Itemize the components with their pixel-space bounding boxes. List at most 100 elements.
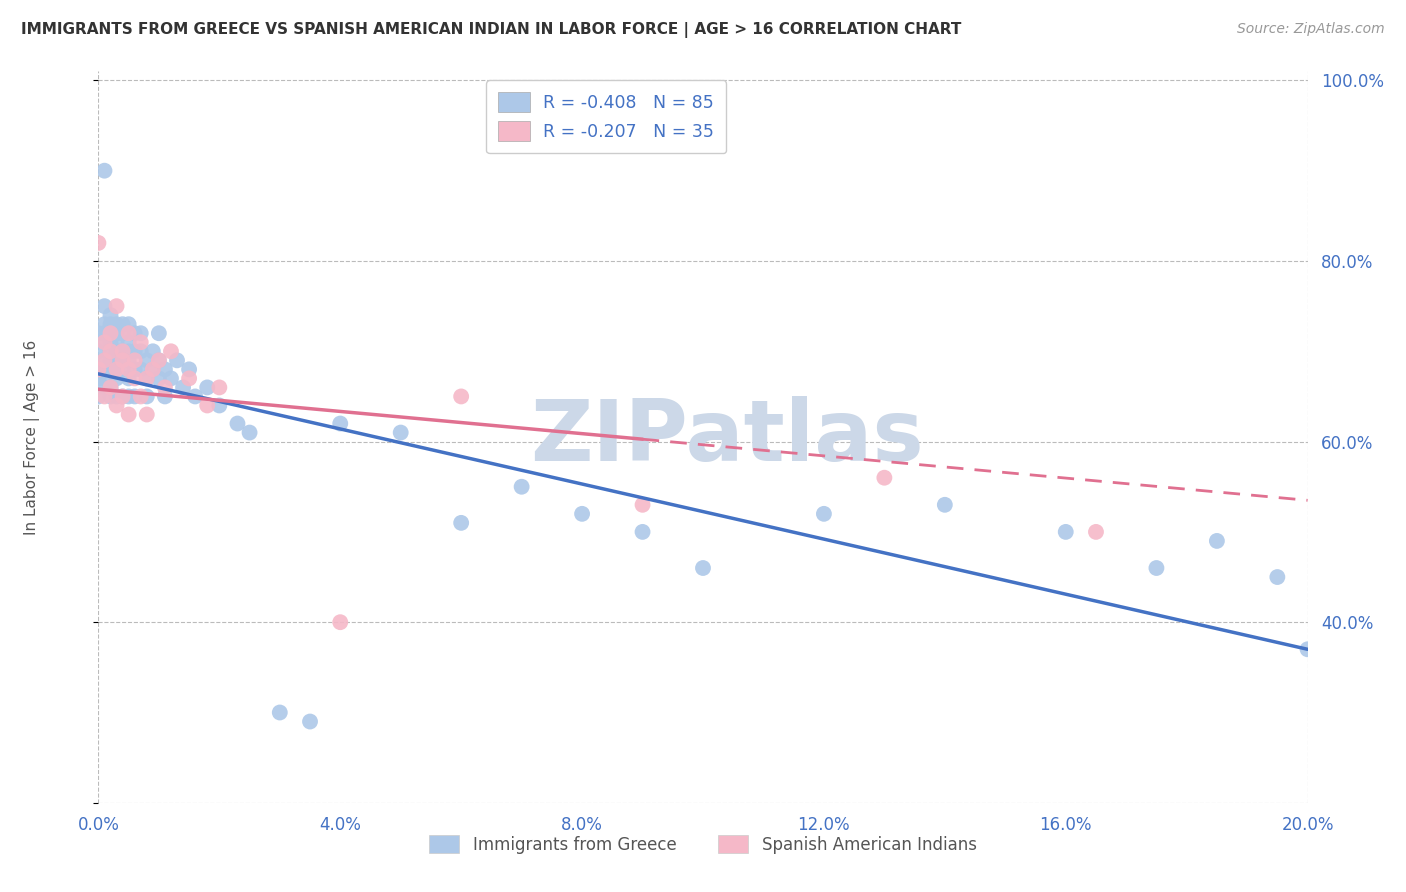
Point bbox=[87, 235, 110, 250]
Point bbox=[160, 371, 183, 385]
Point bbox=[269, 706, 291, 720]
Point bbox=[124, 344, 146, 359]
Point bbox=[87, 389, 110, 403]
Point bbox=[142, 362, 165, 376]
Point bbox=[100, 380, 122, 394]
Point bbox=[93, 299, 115, 313]
Point bbox=[135, 371, 157, 385]
Point bbox=[813, 507, 835, 521]
Point bbox=[111, 389, 134, 403]
Point bbox=[142, 362, 165, 376]
Point bbox=[1267, 570, 1289, 584]
Point bbox=[87, 344, 110, 359]
Point bbox=[195, 399, 218, 413]
Point bbox=[100, 326, 122, 341]
Point bbox=[105, 389, 128, 403]
Point bbox=[105, 371, 128, 385]
Point bbox=[239, 425, 262, 440]
Point bbox=[873, 471, 896, 485]
Point bbox=[118, 362, 141, 376]
Point bbox=[118, 344, 141, 359]
Point bbox=[105, 344, 128, 359]
Point bbox=[93, 362, 115, 376]
Point bbox=[100, 326, 122, 341]
Point bbox=[329, 615, 352, 630]
Point bbox=[111, 317, 134, 331]
Point bbox=[129, 362, 152, 376]
Point bbox=[195, 380, 218, 394]
Point bbox=[105, 362, 128, 376]
Point bbox=[1085, 524, 1108, 539]
Point bbox=[111, 353, 134, 368]
Point bbox=[148, 326, 170, 341]
Point bbox=[184, 389, 207, 403]
Point bbox=[329, 417, 352, 431]
Point bbox=[208, 399, 231, 413]
Point bbox=[226, 417, 249, 431]
Point bbox=[135, 353, 157, 368]
Point bbox=[87, 362, 110, 376]
Point bbox=[153, 389, 176, 403]
Point bbox=[1054, 524, 1077, 539]
Point bbox=[129, 326, 152, 341]
Legend: Immigrants from Greece, Spanish American Indians: Immigrants from Greece, Spanish American… bbox=[423, 829, 983, 860]
Point bbox=[631, 498, 654, 512]
Point bbox=[153, 380, 176, 394]
Point bbox=[160, 344, 183, 359]
Point bbox=[93, 163, 115, 178]
Point bbox=[124, 353, 146, 368]
Point bbox=[510, 480, 533, 494]
Point bbox=[100, 344, 122, 359]
Point bbox=[93, 353, 115, 368]
Point bbox=[124, 362, 146, 376]
Point bbox=[148, 353, 170, 368]
Point bbox=[1144, 561, 1167, 575]
Point bbox=[105, 353, 128, 368]
Point bbox=[100, 317, 122, 331]
Point bbox=[450, 516, 472, 530]
Point bbox=[934, 498, 956, 512]
Point bbox=[87, 362, 110, 376]
Point bbox=[87, 326, 110, 341]
Point bbox=[148, 371, 170, 385]
Text: ZIPatlas: ZIPatlas bbox=[530, 395, 924, 479]
Point bbox=[93, 317, 115, 331]
Point bbox=[105, 326, 128, 341]
Point bbox=[100, 362, 122, 376]
Point bbox=[111, 389, 134, 403]
Point bbox=[87, 371, 110, 385]
Point bbox=[135, 389, 157, 403]
Point bbox=[100, 353, 122, 368]
Text: IMMIGRANTS FROM GREECE VS SPANISH AMERICAN INDIAN IN LABOR FORCE | AGE > 16 CORR: IMMIGRANTS FROM GREECE VS SPANISH AMERIC… bbox=[21, 22, 962, 38]
Point bbox=[389, 425, 412, 440]
Point bbox=[1206, 533, 1229, 548]
Point bbox=[100, 335, 122, 350]
Point bbox=[118, 317, 141, 331]
Point bbox=[93, 353, 115, 368]
Point bbox=[179, 362, 201, 376]
Text: Source: ZipAtlas.com: Source: ZipAtlas.com bbox=[1237, 22, 1385, 37]
Point bbox=[105, 335, 128, 350]
Point bbox=[93, 371, 115, 385]
Point bbox=[111, 344, 134, 359]
Point bbox=[100, 389, 122, 403]
Point bbox=[93, 380, 115, 394]
Point bbox=[111, 353, 134, 368]
Point bbox=[135, 371, 157, 385]
Point bbox=[118, 389, 141, 403]
Point bbox=[129, 344, 152, 359]
Point bbox=[93, 389, 115, 403]
Point bbox=[105, 362, 128, 376]
Point bbox=[1296, 642, 1319, 657]
Point bbox=[166, 353, 188, 368]
Point bbox=[111, 326, 134, 341]
Point bbox=[118, 335, 141, 350]
Point bbox=[111, 344, 134, 359]
Point bbox=[129, 389, 152, 403]
Point bbox=[105, 399, 128, 413]
Point bbox=[100, 308, 122, 322]
Point bbox=[105, 317, 128, 331]
Point bbox=[93, 335, 115, 350]
Point bbox=[118, 326, 141, 341]
Point bbox=[571, 507, 593, 521]
